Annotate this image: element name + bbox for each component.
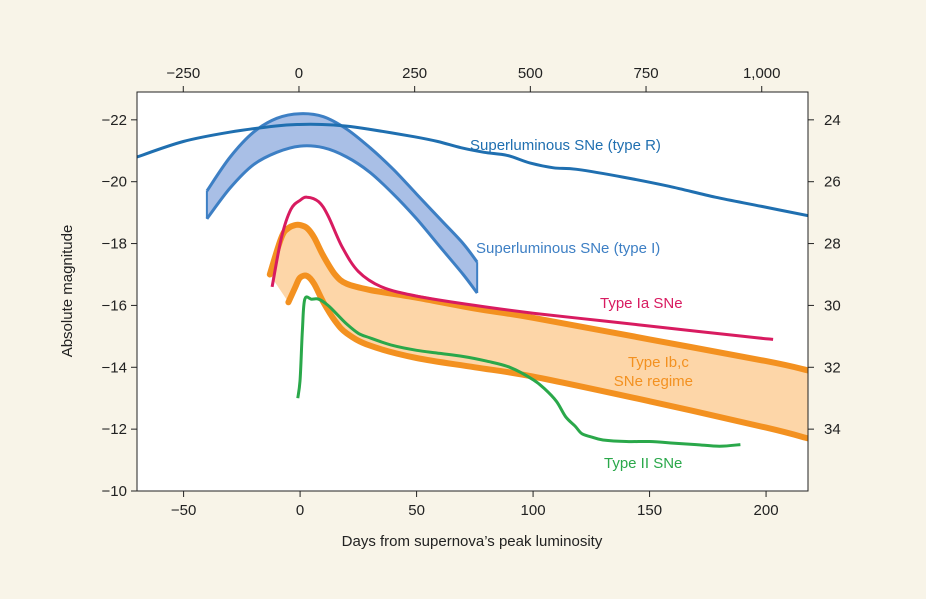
x-tick-label: 150	[637, 502, 662, 519]
line-layer	[137, 122, 808, 448]
label-type-ibc-line1: Type Ib,c	[628, 354, 689, 371]
type-ibc-band-fill	[269, 224, 808, 439]
type-ibc-upper-line	[266, 221, 808, 374]
x-tick-label: −50	[171, 502, 196, 519]
top-tick-label: 750	[634, 65, 659, 82]
type-ii-line	[296, 295, 741, 448]
label-superluminous-r: Superluminous SNe (type R)	[470, 137, 661, 154]
type-ia-line	[270, 195, 774, 341]
y-tick-label: −18	[102, 236, 127, 253]
y-tick-label: −12	[102, 421, 127, 438]
top-tick-label: 500	[518, 65, 543, 82]
x-tick-label: 0	[296, 502, 304, 519]
type-ibc-lower-line	[285, 272, 808, 442]
y-axis-title: Absolute magnitude	[59, 225, 76, 358]
right-tick-label: 32	[824, 359, 841, 376]
label-type-ia: Type Ia SNe	[600, 295, 683, 312]
superluminous-i-band-fill	[206, 113, 478, 293]
y-tick-label: −10	[102, 483, 127, 500]
right-tick-label: 24	[824, 112, 841, 129]
right-tick-label: 30	[824, 297, 841, 314]
y-tick-label: −16	[102, 297, 127, 314]
x-tick-label: 200	[754, 502, 779, 519]
y-tick-label: −14	[102, 359, 127, 376]
x-tick-label: 50	[408, 502, 425, 519]
top-tick-label: 1,000	[743, 65, 781, 82]
label-type-ibc: Type Ib,c SNe regime	[614, 354, 693, 390]
superluminous-i-lower-line	[205, 144, 479, 294]
label-type-ibc-line2: SNe regime	[614, 373, 693, 390]
top-tick-label: 250	[402, 65, 427, 82]
right-tick-label: 28	[824, 236, 841, 253]
label-type-ii: Type II SNe	[604, 455, 682, 472]
y-tick-label: −22	[102, 112, 127, 129]
superluminous-i-upper-line	[205, 112, 479, 264]
top-tick-label: 0	[295, 65, 303, 82]
x-axis-title: Days from supernova’s peak luminosity	[342, 533, 603, 550]
plot-frame	[136, 91, 809, 492]
x-tick-label: 100	[521, 502, 546, 519]
right-tick-label: 34	[824, 421, 841, 438]
label-superluminous-i: Superluminous SNe (type I)	[476, 240, 660, 257]
band-layer	[205, 112, 808, 442]
superluminous-r-line	[137, 122, 808, 218]
y-tick-label: −20	[102, 174, 127, 191]
right-tick-label: 26	[824, 174, 841, 191]
axes-layer: −50 0 50 100 150 200 −250 0 250 500 750 1,000 −22 −20…	[102, 65, 841, 519]
top-tick-label: −250	[166, 65, 200, 82]
